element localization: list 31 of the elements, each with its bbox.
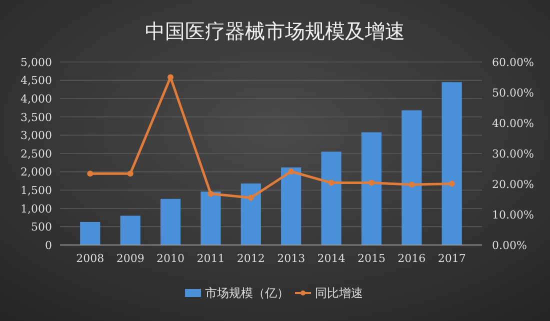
x-tick-label: 2013	[277, 252, 306, 265]
x-tick-label: 2011	[196, 252, 225, 265]
y-tick-label: 1,500	[20, 184, 52, 197]
y-tick-label: 0	[45, 238, 52, 252]
y2-tick-label: 0.00%	[492, 238, 527, 252]
y2-tick-label: 60.00%	[492, 56, 534, 69]
y2-tick-label: 40.00%	[492, 116, 534, 130]
x-tick-label: 2017	[438, 252, 466, 265]
x-tick-label: 2012	[236, 252, 265, 265]
legend-label: 同比增速	[315, 286, 363, 300]
chart-title: 中国医疗器械市场规模及增速	[145, 19, 405, 43]
x-tick-label: 2008	[76, 252, 104, 265]
y-tick-label: 500	[31, 220, 52, 234]
y-tick-label: 5,000	[20, 56, 52, 69]
y2-tick-label: 10.00%	[492, 208, 534, 222]
y2-tick-label: 20.00%	[492, 178, 534, 191]
x-tick-label: 2015	[357, 252, 386, 265]
y2-tick-label: 50.00%	[492, 86, 534, 100]
y-tick-label: 3,500	[20, 110, 52, 124]
y-tick-label: 4,500	[20, 74, 52, 88]
y-tick-label: 4,000	[20, 92, 52, 106]
y2-tick-label: 30.00%	[492, 147, 534, 160]
x-tick-label: 2014	[317, 252, 346, 265]
y-tick-label: 2,000	[20, 166, 52, 179]
y-tick-label: 3,000	[20, 129, 52, 142]
x-tick-label: 2016	[398, 252, 426, 265]
x-tick-label: 2010	[156, 252, 185, 265]
x-tick-label: 2009	[116, 252, 144, 265]
y-tick-label: 1,000	[20, 202, 52, 216]
y-tick-label: 2,500	[20, 147, 52, 160]
legend-label: 市场规模（亿）	[205, 286, 289, 300]
